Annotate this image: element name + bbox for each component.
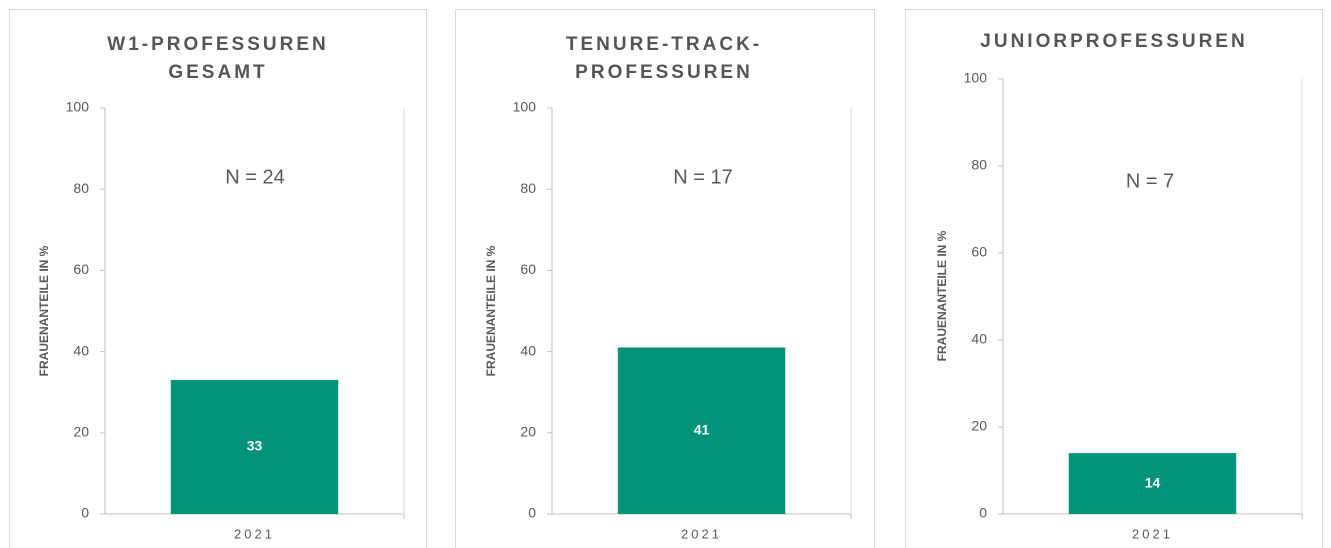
y-tick-label: 40 [971,331,987,347]
bar [1068,453,1237,514]
y-tick-label: 0 [528,505,536,521]
y-axis-label: FRAUENANTEILE IN % [37,245,51,376]
y-tick-label: 0 [81,505,89,521]
annotation: N = 17 [673,166,732,188]
y-tick-label: 100 [66,99,90,115]
annotation: N = 7 [1126,170,1174,192]
panel [905,9,1323,548]
y-tick-label: 100 [513,99,537,115]
y-tick-label: 80 [520,180,536,196]
chart-title: GESAMT [168,62,267,83]
y-tick-label: 60 [971,244,987,260]
panel [9,9,427,548]
y-tick-label: 80 [73,180,89,196]
annotation: N = 24 [225,166,284,188]
y-tick-label: 60 [73,261,89,277]
y-tick-label: 80 [971,157,987,173]
chart-title: W1-PROFESSUREN [107,34,328,55]
x-tick-label: 2021 [1132,526,1173,541]
y-axis-label: FRAUENANTEILE IN % [484,245,498,376]
y-tick-label: 20 [520,424,536,440]
y-axis-label: FRAUENANTEILE IN % [935,230,949,361]
y-tick-label: 40 [520,342,536,358]
y-tick-label: 100 [964,70,988,86]
y-tick-label: 20 [971,418,987,434]
y-tick-label: 40 [73,342,89,358]
data-label: 33 [247,438,263,454]
chart-title: JUNIORPROFESSUREN [980,31,1247,52]
chart-title: PROFESSUREN [575,62,753,83]
x-tick-label: 2021 [234,526,275,541]
bar [617,347,786,514]
y-tick-label: 20 [73,424,89,440]
y-tick-label: 60 [520,261,536,277]
x-tick-label: 2021 [681,526,722,541]
bar [170,380,339,514]
panel [455,9,875,548]
chart-title: TENURE-TRACK- [566,34,762,55]
data-label: 41 [694,421,710,437]
y-tick-label: 0 [979,505,987,521]
data-label: 14 [1145,474,1161,490]
